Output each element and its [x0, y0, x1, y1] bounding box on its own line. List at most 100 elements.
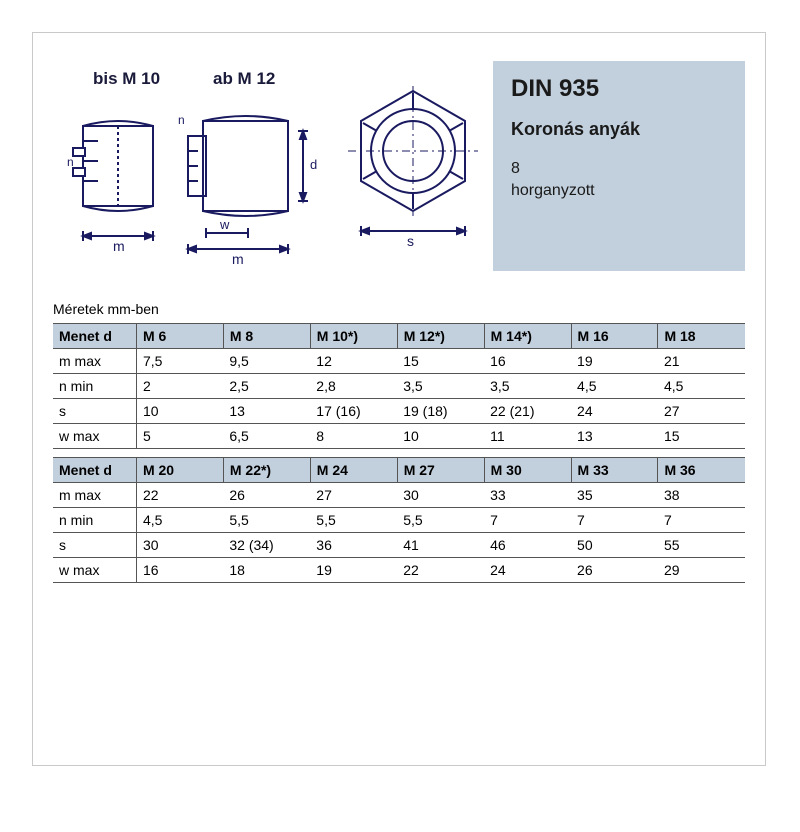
table-cell: 7 [658, 508, 745, 533]
table-cell: w max [53, 424, 136, 449]
table-row: n min22,52,83,53,54,54,5 [53, 374, 745, 399]
table-row: m max7,59,51215161921 [53, 349, 745, 374]
table-cell: 22 [136, 483, 223, 508]
table-cell: 6,5 [223, 424, 310, 449]
table-cell: 4,5 [658, 374, 745, 399]
table-cell: 26 [571, 558, 658, 583]
table-header-cell: M 30 [484, 458, 571, 483]
table-cell: 18 [223, 558, 310, 583]
dimensions-table-2: Menet dM 20M 22*)M 24M 27M 30M 33M 36m m… [53, 457, 745, 583]
table-header-cell: M 6 [136, 324, 223, 349]
table-cell: 16 [136, 558, 223, 583]
table-cell: 3,5 [484, 374, 571, 399]
table-cell: n min [53, 374, 136, 399]
table-cell: 8 [310, 424, 397, 449]
table-cell: n min [53, 508, 136, 533]
table-cell: 2,5 [223, 374, 310, 399]
table-header-cell: M 22*) [223, 458, 310, 483]
table-cell: 27 [658, 399, 745, 424]
table-cell: m max [53, 483, 136, 508]
dim-d: d [310, 157, 317, 172]
table-row: s101317 (16)19 (18)22 (21)2427 [53, 399, 745, 424]
table-cell: 17 (16) [310, 399, 397, 424]
table-cell: 19 [571, 349, 658, 374]
dim-w: w [219, 217, 230, 232]
standard-code: DIN 935 [511, 75, 727, 103]
table-cell: 4,5 [136, 508, 223, 533]
table-cell: 55 [658, 533, 745, 558]
table-cell: 5,5 [310, 508, 397, 533]
table-row: n min4,55,55,55,5777 [53, 508, 745, 533]
table-cell: 21 [658, 349, 745, 374]
table-cell: 46 [484, 533, 571, 558]
top-section: bis M 10 ab M 12 [33, 33, 765, 291]
dim-s: s [407, 233, 414, 249]
table-cell: 35 [571, 483, 658, 508]
table-cell: 13 [571, 424, 658, 449]
table-cell: 36 [310, 533, 397, 558]
table-cell: w max [53, 558, 136, 583]
table-cell: 19 [310, 558, 397, 583]
table-cell: 22 [397, 558, 484, 583]
dim-m: m [113, 238, 125, 254]
table-cell: 5,5 [397, 508, 484, 533]
table-cell: 26 [223, 483, 310, 508]
table-cell: s [53, 533, 136, 558]
product-name: Koronás anyák [511, 119, 727, 140]
table-cell: 4,5 [571, 374, 658, 399]
table-cell: 10 [136, 399, 223, 424]
table-cell: 12 [310, 349, 397, 374]
table-header-cell: Menet d [53, 458, 136, 483]
table-cell: 24 [484, 558, 571, 583]
table-cell: 22 (21) [484, 399, 571, 424]
table-header-cell: M 18 [658, 324, 745, 349]
table-cell: 16 [484, 349, 571, 374]
table-cell: 30 [136, 533, 223, 558]
table-cell: 7,5 [136, 349, 223, 374]
table-cell: 33 [484, 483, 571, 508]
table-cell: m max [53, 349, 136, 374]
table-cell: 32 (34) [223, 533, 310, 558]
svg-text:n: n [178, 113, 185, 127]
table-header-cell: M 24 [310, 458, 397, 483]
table-cell: 10 [397, 424, 484, 449]
spec-grade: 8 [511, 158, 727, 180]
table-cell: 19 (18) [397, 399, 484, 424]
table-header-row: Menet dM 6M 8M 10*)M 12*)M 14*)M 16M 18 [53, 324, 745, 349]
technical-drawings: bis M 10 ab M 12 [53, 61, 483, 281]
table-cell: 24 [571, 399, 658, 424]
table-cell: 7 [571, 508, 658, 533]
table-header-cell: M 8 [223, 324, 310, 349]
table-header-cell: M 10*) [310, 324, 397, 349]
table-cell: 3,5 [397, 374, 484, 399]
table-row: s3032 (34)3641465055 [53, 533, 745, 558]
nut-diagram-svg: n m [53, 61, 483, 281]
table-cell: 9,5 [223, 349, 310, 374]
table-row: m max22262730333538 [53, 483, 745, 508]
table-header-cell: M 14*) [484, 324, 571, 349]
table-cell: 2,8 [310, 374, 397, 399]
table-cell: 2 [136, 374, 223, 399]
table-cell: 15 [397, 349, 484, 374]
dimensions-caption: Méretek mm-ben [53, 301, 765, 317]
dimensions-table-1: Menet dM 6M 8M 10*)M 12*)M 14*)M 16M 18m… [53, 323, 745, 449]
table-cell: 38 [658, 483, 745, 508]
table-cell: s [53, 399, 136, 424]
table-cell: 30 [397, 483, 484, 508]
table-header-cell: M 36 [658, 458, 745, 483]
table-cell: 13 [223, 399, 310, 424]
table-row: w max16181922242629 [53, 558, 745, 583]
table-cell: 15 [658, 424, 745, 449]
page-frame: bis M 10 ab M 12 [32, 32, 766, 766]
table-cell: 5 [136, 424, 223, 449]
table-header-cell: M 16 [571, 324, 658, 349]
table-header-cell: M 12*) [397, 324, 484, 349]
spec-finish: horganyzott [511, 180, 727, 202]
table-header-cell: M 27 [397, 458, 484, 483]
table-header-cell: M 33 [571, 458, 658, 483]
table-cell: 41 [397, 533, 484, 558]
table-cell: 27 [310, 483, 397, 508]
table-cell: 11 [484, 424, 571, 449]
table-header-cell: M 20 [136, 458, 223, 483]
table-header-cell: Menet d [53, 324, 136, 349]
